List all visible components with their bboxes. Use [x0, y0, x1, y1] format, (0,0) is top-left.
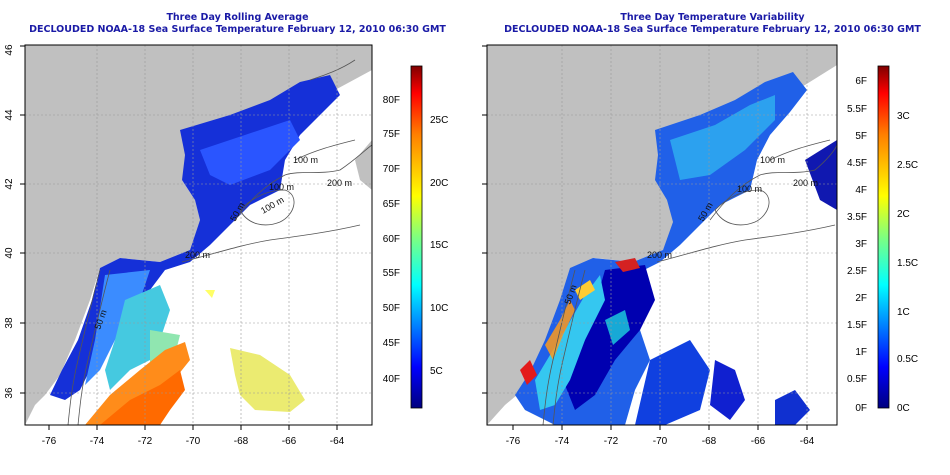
right-map-frame	[486, 44, 838, 426]
right-colorbar-c-label: 3C	[897, 111, 910, 122]
left-colorbar-f-label: 55F	[383, 268, 400, 279]
right-colorbar-f-label: 1F	[855, 347, 867, 358]
left-colorbar-c-label: 5C	[430, 366, 443, 377]
right-map-figure: 100 m 200 m 100 m 50 m 200 m 50 m -76 -7…	[482, 44, 918, 447]
right-panel: Three Day Temperature Variability DECLOU…	[475, 0, 950, 475]
right-y-axis: 36 38 40 42 44 46	[482, 45, 487, 394]
left-colorbar-f-label: 50F	[383, 303, 400, 314]
right-colorbar-f-label: 2.5F	[847, 266, 867, 277]
right-land	[487, 45, 837, 425]
left-x-tick-label: -66	[282, 436, 297, 447]
right-colorbar-f-label: 3F	[855, 239, 867, 250]
right-colorbar-c-label: 0.5C	[897, 354, 918, 365]
right-contour-label: 100 m	[760, 155, 785, 165]
right-colorbar-f-label: 5.5F	[847, 104, 867, 115]
left-colorbar	[410, 65, 423, 409]
left-title-line1: Three Day Rolling Average	[166, 12, 309, 23]
left-x-tick-label: -76	[42, 436, 57, 447]
left-x-tick-label: -74	[90, 436, 105, 447]
left-x-tick-label: -68	[234, 436, 249, 447]
left-land	[25, 45, 372, 425]
left-gridlines	[25, 45, 372, 425]
left-x-tick-label: -72	[138, 436, 153, 447]
left-colorbar-f-label: 65F	[383, 199, 400, 210]
left-y-tick-label: 40	[4, 247, 15, 259]
left-contour-label: 200 m	[185, 250, 210, 260]
left-y-tick-label: 38	[4, 317, 15, 329]
left-contour-label: 200 m	[327, 178, 352, 188]
left-contours	[67, 59, 372, 425]
right-colorbar-f-label: 6F	[855, 76, 867, 87]
right-colorbar-f-label: 4.5F	[847, 158, 867, 169]
left-y-tick-label: 36	[4, 387, 15, 399]
right-colorbar-f-label: 5F	[855, 131, 867, 142]
right-colorbar-f-label: 4F	[855, 185, 867, 196]
right-x-tick-label: -68	[702, 436, 717, 447]
right-contours	[542, 139, 837, 425]
left-colorbar-c-label: 20C	[430, 178, 448, 189]
right-gridlines	[487, 45, 837, 425]
right-contour-label: 200 m	[647, 250, 672, 260]
right-colorbar-c-label: 2.5C	[897, 160, 918, 171]
left-colorbar-f-label: 40F	[383, 374, 400, 385]
right-x-tick-label: -72	[604, 436, 619, 447]
left-x-tick-label: -64	[330, 436, 345, 447]
left-colorbar-f-labels: 80F 75F 70F 65F 60F 55F 50F 45F 40F	[383, 95, 400, 385]
right-x-tick-label: -66	[751, 436, 766, 447]
right-colorbar-f-label: 1.5F	[847, 320, 867, 331]
left-y-tick-label: 44	[4, 109, 15, 121]
left-colorbar-f-label: 45F	[383, 338, 400, 349]
right-x-tick-label: -70	[653, 436, 668, 447]
left-map-frame	[24, 44, 373, 426]
left-colorbar-f-label: 75F	[383, 129, 400, 140]
left-contour-label: 100 m	[269, 182, 294, 192]
left-y-tick-label: 46	[4, 44, 15, 56]
left-colorbar-c-label: 15C	[430, 240, 448, 251]
right-colorbar-f-label: 0F	[855, 403, 867, 414]
left-colorbar-c-label: 10C	[430, 303, 448, 314]
right-colorbar-c-label: 2C	[897, 209, 910, 220]
right-colorbar-c-label: 1.5C	[897, 258, 918, 269]
right-colorbar-f-label: 2F	[855, 293, 867, 304]
right-map	[487, 45, 837, 425]
right-title-line1: Three Day Temperature Variability	[620, 12, 805, 23]
right-x-tick-label: -74	[555, 436, 570, 447]
left-contour-label: 100 m	[293, 155, 318, 165]
left-map	[25, 45, 372, 425]
left-panel: Three Day Rolling Average DECLOUDED NOAA…	[4, 12, 448, 447]
left-x-axis: -76 -74 -72 -70 -68 -66 -64	[42, 425, 345, 447]
right-colorbar-c-label: 1C	[897, 307, 910, 318]
right-x-tick-label: -76	[506, 436, 521, 447]
right-title-line2: DECLOUDED NOAA-18 Sea Surface Temperatur…	[504, 24, 921, 35]
right-colorbar-f-label: 0.5F	[847, 374, 867, 385]
right-contour-label: 200 m	[793, 178, 818, 188]
left-title-line2: DECLOUDED NOAA-18 Sea Surface Temperatur…	[29, 24, 446, 35]
left-colorbar-c-labels: 25C 20C 15C 10C 5C	[430, 115, 448, 377]
left-x-tick-label: -70	[186, 436, 201, 447]
right-colorbar-f-labels: 6F 5.5F 5F 4.5F 4F 3.5F 3F 2.5F 2F 1.5F …	[847, 76, 867, 414]
right-x-tick-label: -64	[800, 436, 815, 447]
right-colorbar-f-label: 3.5F	[847, 212, 867, 223]
left-sst-warm	[105, 285, 170, 390]
right-colorbar-c-label: 0C	[897, 403, 910, 414]
left-colorbar-f-label: 80F	[383, 95, 400, 106]
right-colorbar	[877, 65, 890, 409]
left-colorbar-c-label: 25C	[430, 115, 448, 126]
right-contour-label: 100 m	[737, 184, 762, 194]
left-colorbar-f-label: 60F	[383, 234, 400, 245]
right-colorbar-c-labels: 3C 2.5C 2C 1.5C 1C 0.5C 0C	[897, 111, 918, 414]
left-y-axis: 36 38 40 42 44 46	[4, 44, 25, 399]
left-colorbar-f-label: 70F	[383, 164, 400, 175]
left-y-tick-label: 42	[4, 178, 15, 190]
left-map-figure: 100 m 200 m 100 m 200 m 50 m 50 m 100 m …	[4, 44, 448, 447]
right-x-axis: -76 -74 -72 -70 -68 -66 -64	[506, 425, 815, 447]
